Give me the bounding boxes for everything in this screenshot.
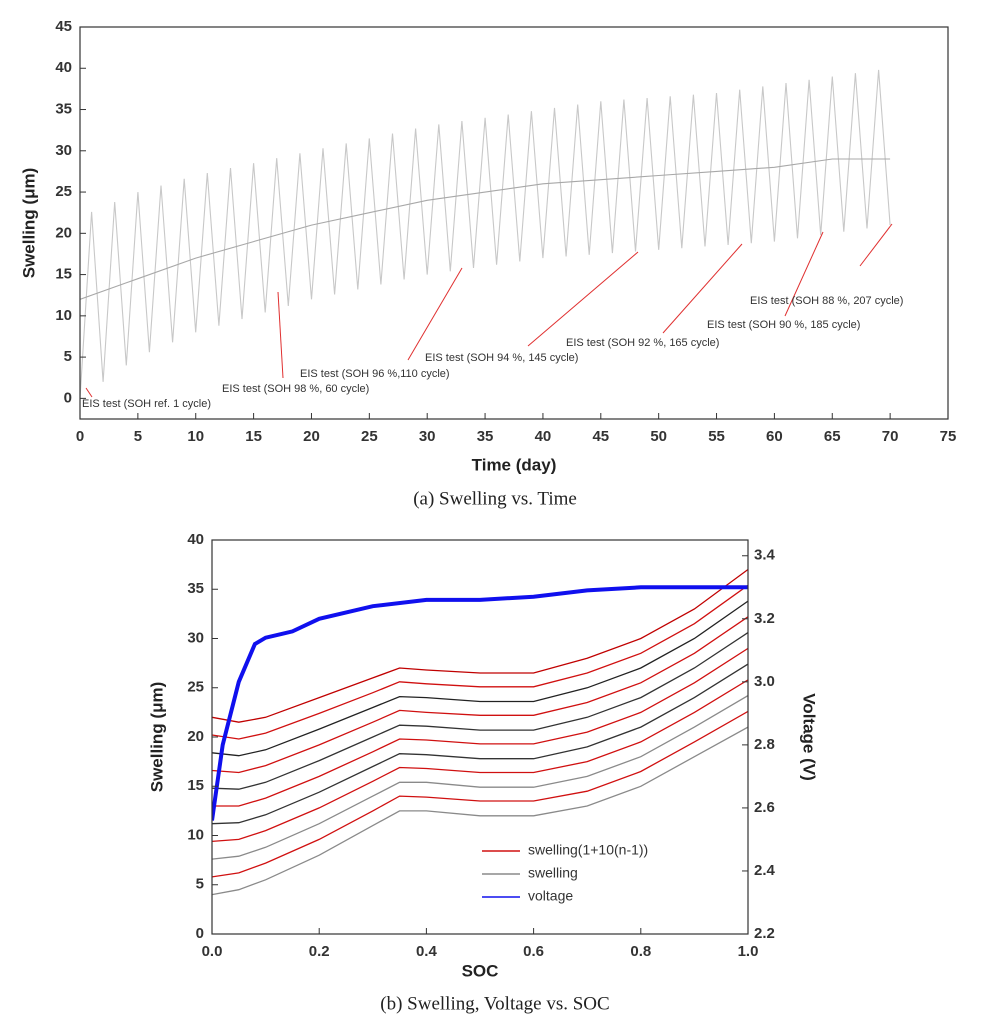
swelling-line bbox=[212, 726, 748, 896]
x-tick-label: 20 bbox=[303, 428, 320, 445]
swelling-line bbox=[212, 616, 748, 774]
x-tick-label: 60 bbox=[766, 428, 783, 445]
x-tick-label: 35 bbox=[477, 428, 494, 445]
swelling-line bbox=[212, 710, 748, 878]
y-tick-label: 20 bbox=[187, 728, 204, 745]
x-tick-label: 45 bbox=[592, 428, 609, 445]
y2-tick-label: 3.2 bbox=[754, 610, 775, 627]
legend-label: voltage bbox=[528, 888, 573, 904]
y-axis-title: Swelling (μm) bbox=[147, 682, 166, 793]
swelling-line bbox=[212, 568, 748, 723]
x-tick-label: 0.8 bbox=[630, 943, 651, 960]
x-tick-label: 0.0 bbox=[202, 943, 223, 960]
x-tick-label: 70 bbox=[882, 428, 899, 445]
annotation-arrow bbox=[662, 243, 743, 334]
y-tick-label: 5 bbox=[196, 876, 204, 893]
x-tick-label: 0.4 bbox=[416, 943, 438, 960]
swelling-line bbox=[80, 69, 891, 399]
annotation-arrow bbox=[527, 251, 639, 347]
x-axis-title: Time (day) bbox=[472, 455, 557, 474]
legend-label: swelling bbox=[528, 865, 578, 881]
annotation: EIS test (SOH 94 %, 145 cycle) bbox=[425, 352, 578, 364]
x-tick-label: 55 bbox=[708, 428, 725, 445]
legend-label: swelling(1+10(n-1)) bbox=[528, 842, 648, 858]
x-tick-label: 0.6 bbox=[523, 943, 544, 960]
y-tick-label: 10 bbox=[187, 826, 204, 843]
y-tick-label: 40 bbox=[187, 531, 204, 548]
x-tick-label: 25 bbox=[361, 428, 378, 445]
x-tick-label: 0.2 bbox=[309, 943, 330, 960]
x-tick-label: 0 bbox=[76, 428, 84, 445]
annotation-arrow bbox=[784, 231, 824, 317]
x-tick-label: 10 bbox=[187, 428, 204, 445]
annotation-arrow bbox=[859, 223, 893, 267]
x-tick-label: 30 bbox=[419, 428, 436, 445]
voltage-line bbox=[212, 585, 748, 821]
annotation: EIS test (SOH 96 %,110 cycle) bbox=[300, 368, 450, 380]
swelling-line bbox=[212, 663, 748, 825]
swelling-line bbox=[212, 647, 748, 807]
swelling-line bbox=[212, 679, 748, 843]
y2-tick-label: 2.2 bbox=[754, 925, 775, 942]
x-tick-label: 1.0 bbox=[738, 943, 759, 960]
annotation: EIS test (SOH 90 %, 185 cycle) bbox=[707, 319, 860, 331]
x-tick-label: 50 bbox=[650, 428, 667, 445]
annotation-arrow bbox=[277, 291, 284, 379]
x-tick-label: 75 bbox=[940, 428, 957, 445]
y2-axis-title: Voltage (V) bbox=[800, 693, 819, 781]
y2-tick-label: 3.4 bbox=[754, 547, 776, 564]
annotation: EIS test (SOH ref. 1 cycle) bbox=[82, 398, 211, 410]
y-tick-label: 10 bbox=[55, 307, 72, 324]
y-tick-label: 30 bbox=[55, 142, 72, 159]
y-tick-label: 20 bbox=[55, 224, 72, 241]
swelling-line bbox=[80, 158, 891, 300]
y-tick-label: 35 bbox=[187, 580, 204, 597]
y-tick-label: 35 bbox=[55, 100, 72, 117]
y-tick-label: 15 bbox=[187, 777, 204, 794]
y-tick-label: 25 bbox=[55, 183, 72, 200]
y-tick-label: 45 bbox=[55, 18, 72, 35]
y-tick-label: 40 bbox=[55, 59, 72, 76]
y2-tick-label: 2.8 bbox=[754, 736, 775, 753]
annotation: EIS test (SOH 98 %, 60 cycle) bbox=[222, 383, 369, 395]
y-tick-label: 30 bbox=[187, 629, 204, 646]
caption: (b) Swelling, Voltage vs. SOC bbox=[380, 993, 609, 1014]
y2-tick-label: 2.4 bbox=[754, 862, 776, 879]
x-tick-label: 15 bbox=[245, 428, 262, 445]
annotation-arrow bbox=[407, 267, 463, 361]
swelling-line bbox=[212, 584, 748, 740]
y-tick-label: 15 bbox=[55, 266, 72, 283]
annotation: EIS test (SOH 92 %, 165 cycle) bbox=[566, 337, 719, 349]
annotation: EIS test (SOH 88 %, 207 cycle) bbox=[750, 295, 903, 307]
annotation-arrow bbox=[85, 387, 93, 398]
y-axis-title: Swelling (μm) bbox=[19, 168, 38, 279]
y2-tick-label: 3.0 bbox=[754, 673, 775, 690]
swelling-line bbox=[212, 695, 748, 860]
x-axis-title: SOC bbox=[462, 961, 499, 980]
x-tick-label: 65 bbox=[824, 428, 841, 445]
y2-tick-label: 2.6 bbox=[754, 799, 775, 816]
caption: (a) Swelling vs. Time bbox=[413, 488, 577, 509]
swelling-line bbox=[212, 600, 748, 757]
y-tick-label: 5 bbox=[64, 348, 72, 365]
x-tick-label: 40 bbox=[535, 428, 552, 445]
y-tick-label: 25 bbox=[187, 679, 204, 696]
swelling-line bbox=[212, 632, 748, 790]
x-tick-label: 5 bbox=[134, 428, 142, 445]
y-tick-label: 0 bbox=[64, 389, 72, 406]
plot-frame bbox=[79, 26, 949, 420]
y-tick-label: 0 bbox=[196, 925, 204, 942]
